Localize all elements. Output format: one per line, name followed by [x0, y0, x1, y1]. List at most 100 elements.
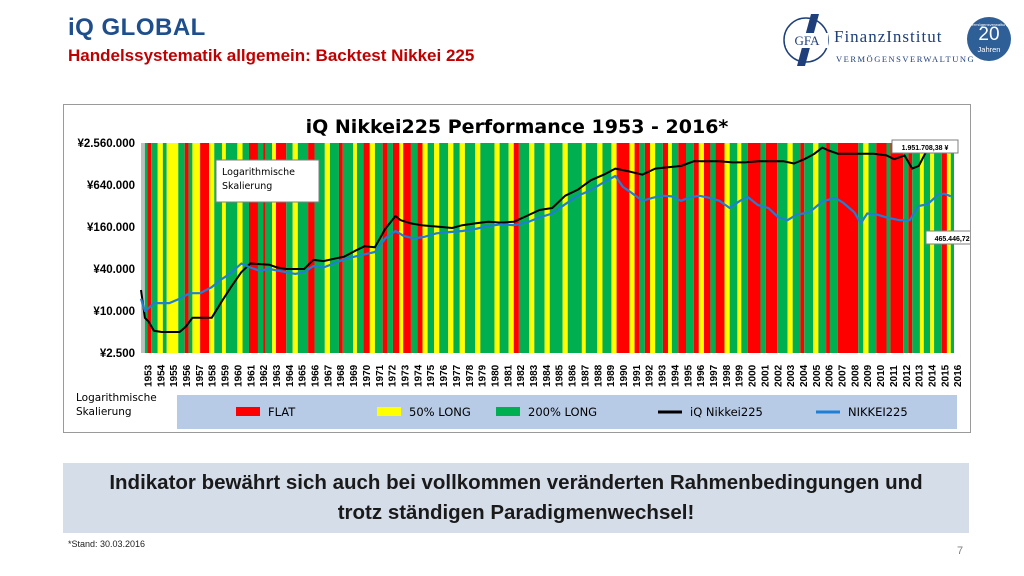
performance-chart: iQ Nikkei225 Performance 1953 - 2016* ¥2.… [76, 116, 985, 429]
side-axis-label: Skalierung [76, 406, 132, 418]
x-tick-label: 1991 [632, 364, 643, 387]
regime-band [338, 143, 343, 353]
badge-number: 20 [978, 24, 1000, 45]
regime-band [876, 143, 887, 353]
regime-band [329, 143, 339, 353]
regime-band [141, 143, 145, 353]
x-tick-label: 2012 [902, 364, 913, 387]
regime-band [221, 143, 226, 353]
regime-band [549, 143, 563, 353]
badge-unit: Jahren [977, 45, 1001, 54]
regime-band [792, 143, 801, 353]
regime-band [434, 143, 440, 353]
regime-band [342, 143, 354, 353]
regime-band [729, 143, 738, 353]
gfa-logo-text: GFA [794, 33, 820, 48]
legend-swatch [496, 407, 520, 416]
page-title: iQ GLOBAL [68, 14, 206, 41]
regime-band [950, 143, 954, 353]
regime-band [157, 143, 163, 353]
regime-band [668, 143, 672, 353]
x-tick-label: 2013 [915, 364, 926, 387]
legend-label: NIKKEI225 [848, 405, 908, 419]
regime-band [777, 143, 788, 353]
x-tick-label: 1971 [375, 364, 386, 387]
x-tick-label: 1982 [516, 364, 527, 387]
regime-band [813, 143, 819, 353]
regime-band [655, 143, 663, 353]
x-tick-label: 1961 [246, 364, 257, 387]
x-tick-label: 1958 [208, 364, 219, 387]
regime-band [941, 143, 947, 353]
regime-band [475, 143, 481, 353]
regime-band [144, 143, 148, 353]
x-tick-label: 1998 [722, 364, 733, 387]
x-tick-label: 1976 [439, 364, 450, 387]
x-tick-label: 1967 [323, 364, 334, 387]
x-tick-label: 1986 [568, 364, 579, 387]
regime-band [858, 143, 864, 353]
x-tick-label: 1988 [593, 364, 604, 387]
log-annotation-text: Logarithmische [222, 167, 295, 178]
x-tick-label: 2010 [876, 364, 887, 387]
x-tick-label: 2005 [812, 364, 823, 387]
y-tick-label: ¥160.000 [87, 222, 135, 234]
regime-band [494, 143, 500, 353]
iq-end-value: 1.951.708,38 ¥ [902, 145, 949, 152]
regime-band [237, 143, 243, 353]
regime-band [308, 143, 315, 353]
x-tick-label: 1956 [182, 364, 193, 387]
regime-band [410, 143, 418, 353]
x-tick-label: 1985 [555, 364, 566, 387]
regime-band [710, 143, 716, 353]
regime-band [518, 143, 530, 353]
regime-band [427, 143, 435, 353]
regime-band [248, 143, 258, 353]
x-tick-label: 1974 [413, 364, 424, 387]
y-tick-label: ¥640.000 [87, 180, 135, 192]
regime-band [629, 143, 635, 353]
x-tick-label: 1999 [735, 364, 746, 387]
x-tick-label: 1984 [542, 364, 553, 387]
regime-band [188, 143, 193, 353]
x-tick-label: 1983 [529, 364, 540, 387]
regime-band [644, 143, 651, 353]
x-tick-label: 1989 [606, 364, 617, 387]
page-number: 7 [957, 545, 964, 557]
regime-band [698, 143, 704, 353]
regime-band [292, 143, 298, 353]
x-tick-label: 1959 [221, 364, 232, 387]
x-tick-label: 1970 [362, 364, 373, 387]
regime-band [741, 143, 748, 353]
regime-band [147, 143, 152, 353]
regime-band [829, 143, 838, 353]
regime-band [544, 143, 550, 353]
regime-band [214, 143, 222, 353]
regime-band [464, 143, 476, 353]
x-tick-label: 1955 [169, 364, 180, 387]
regime-band [703, 143, 711, 353]
gfa-logo: GFA [783, 14, 829, 66]
x-tick-label: 1992 [645, 364, 656, 387]
regime-band [685, 143, 694, 353]
regime-band [930, 143, 935, 353]
regime-band [826, 143, 830, 353]
company-name: FinanzInstitut [834, 27, 943, 46]
regime-band [650, 143, 656, 353]
x-tick-label: 1953 [143, 364, 154, 387]
x-tick-label: 2009 [863, 364, 874, 387]
regime-band [693, 143, 699, 353]
iq-nikkei-line [140, 145, 951, 333]
x-tick-label: 2007 [838, 364, 849, 387]
regime-band [387, 143, 393, 353]
regime-band [818, 143, 827, 353]
x-tick-label: 1995 [683, 364, 694, 387]
chart-title: iQ Nikkei225 Performance 1953 - 2016* [306, 116, 729, 138]
regime-band [242, 143, 249, 353]
regime-band [567, 143, 582, 353]
regime-band [534, 143, 545, 353]
regime-band [919, 143, 924, 353]
regime-band [314, 143, 325, 353]
regime-band [903, 143, 909, 353]
regime-band [324, 143, 330, 353]
